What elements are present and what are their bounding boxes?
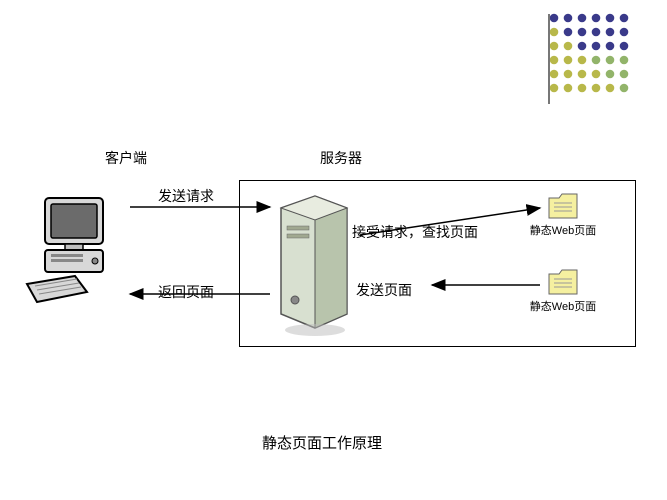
document-icon-1 <box>547 192 581 222</box>
deco-dot <box>564 70 573 79</box>
server-title: 服务器 <box>320 148 362 168</box>
deco-dot <box>620 14 629 23</box>
deco-dot <box>550 84 559 93</box>
deco-dot <box>550 70 559 79</box>
deco-dot <box>564 14 573 23</box>
deco-dot <box>606 42 615 51</box>
deco-dot <box>550 56 559 65</box>
deco-dot <box>592 42 601 51</box>
deco-dot <box>578 28 587 37</box>
deco-dot <box>578 70 587 79</box>
deco-dot <box>578 84 587 93</box>
deco-dot <box>620 56 629 65</box>
document-icon-2 <box>547 268 581 298</box>
deco-dot <box>620 42 629 51</box>
deco-dot <box>592 14 601 23</box>
deco-dot <box>592 56 601 65</box>
deco-dot <box>606 84 615 93</box>
deco-dot <box>592 84 601 93</box>
deco-dot <box>592 28 601 37</box>
deco-dot <box>578 14 587 23</box>
client-title: 客户端 <box>105 148 147 168</box>
deco-dot <box>592 70 601 79</box>
deco-vbar <box>548 14 550 104</box>
send-page-label: 发送页面 <box>356 280 412 300</box>
deco-dot <box>606 56 615 65</box>
deco-dot <box>620 28 629 37</box>
deco-dot <box>620 70 629 79</box>
deco-dot <box>550 28 559 37</box>
deco-dot <box>620 84 629 93</box>
deco-dot <box>578 56 587 65</box>
deco-dot <box>564 28 573 37</box>
deco-dot <box>578 42 587 51</box>
deco-dot <box>550 42 559 51</box>
deco-dot <box>606 70 615 79</box>
return-page-label: 返回页面 <box>158 282 214 302</box>
client-computer-icon <box>25 196 113 312</box>
deco-dot <box>606 28 615 37</box>
send-request-label: 发送请求 <box>158 186 214 206</box>
deco-dot <box>606 14 615 23</box>
deco-dot <box>550 14 559 23</box>
static-web-caption-1: 静态Web页面 <box>527 222 599 238</box>
deco-dot <box>564 84 573 93</box>
deco-dot <box>564 42 573 51</box>
accept-find-label: 接受请求，查找页面 <box>352 222 478 242</box>
server-icon <box>275 190 355 338</box>
diagram-caption: 静态页面工作原理 <box>262 432 382 453</box>
deco-dot <box>564 56 573 65</box>
static-web-caption-2: 静态Web页面 <box>527 298 599 314</box>
